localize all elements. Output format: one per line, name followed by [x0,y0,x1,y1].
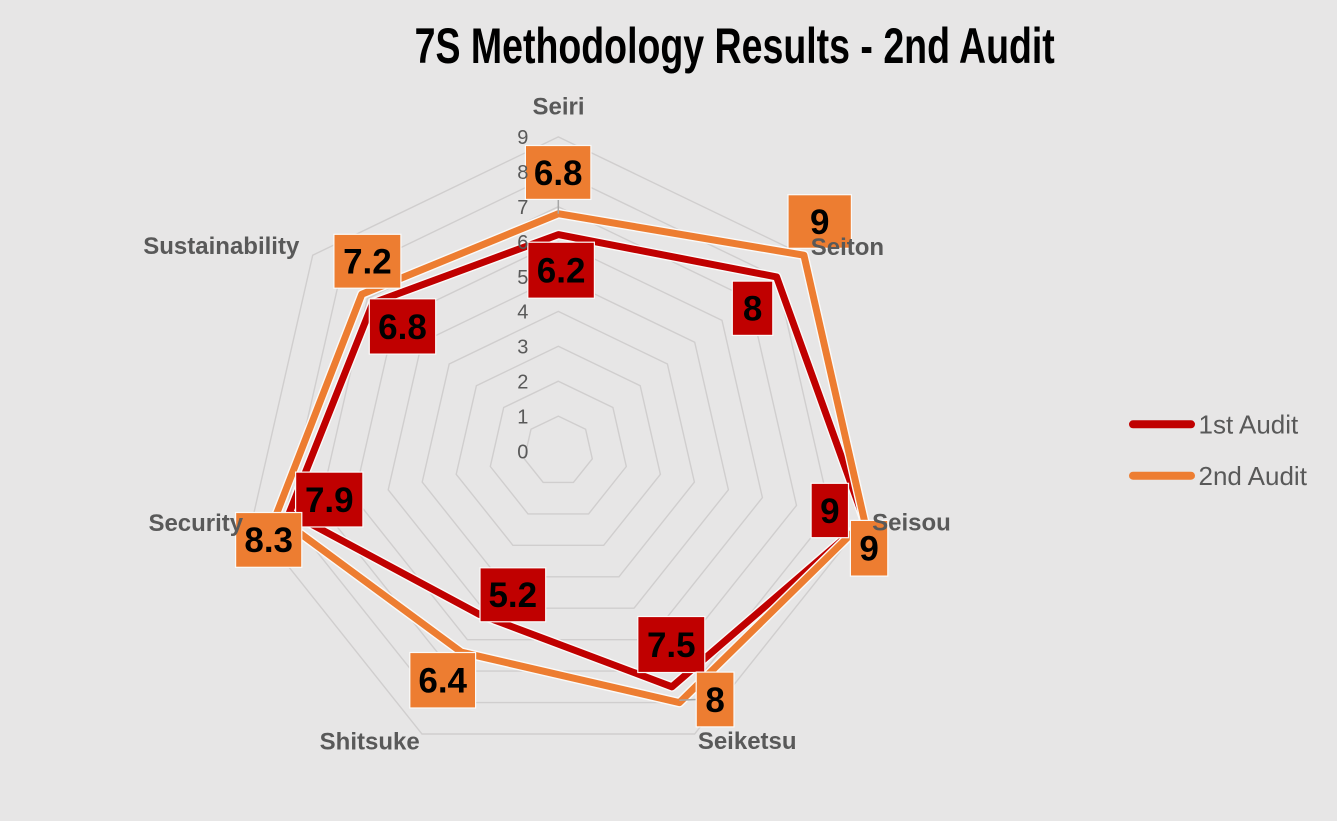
svg-text:9: 9 [810,203,829,242]
svg-text:Sustainability: Sustainability [143,233,300,260]
svg-text:9: 9 [517,127,528,149]
svg-text:2: 2 [517,372,528,394]
svg-text:4: 4 [517,302,528,324]
svg-text:0: 0 [517,441,528,463]
svg-text:7.9: 7.9 [305,481,354,520]
svg-text:8: 8 [743,290,762,329]
svg-text:3: 3 [517,337,528,359]
svg-text:Seiri: Seiri [532,94,584,121]
svg-text:6.4: 6.4 [418,662,467,701]
svg-text:8.3: 8.3 [244,521,293,560]
svg-text:6.8: 6.8 [378,308,427,347]
svg-text:Seisou: Seisou [872,510,951,537]
svg-text:Shitsuke: Shitsuke [320,729,420,756]
svg-text:1st Audit: 1st Audit [1199,410,1300,440]
svg-text:Security: Security [148,510,243,537]
svg-text:6.2: 6.2 [537,252,586,291]
svg-text:9: 9 [820,492,839,531]
svg-text:6: 6 [517,232,528,254]
svg-text:Seiketsu: Seiketsu [698,728,797,755]
svg-text:Seiton: Seiton [811,234,884,261]
svg-text:5: 5 [517,267,528,289]
svg-text:9: 9 [859,530,878,569]
svg-text:1: 1 [517,406,528,428]
svg-text:6.8: 6.8 [534,154,583,193]
svg-text:7S Methodology Results - 2nd A: 7S Methodology Results - 2nd Audit [415,19,1055,74]
svg-text:2nd Audit: 2nd Audit [1199,461,1308,491]
svg-text:7.5: 7.5 [647,626,696,665]
svg-text:8: 8 [517,162,528,184]
svg-text:8: 8 [705,681,724,720]
svg-text:5.2: 5.2 [488,576,537,615]
svg-text:7.2: 7.2 [343,243,392,282]
svg-text:7: 7 [517,197,528,219]
